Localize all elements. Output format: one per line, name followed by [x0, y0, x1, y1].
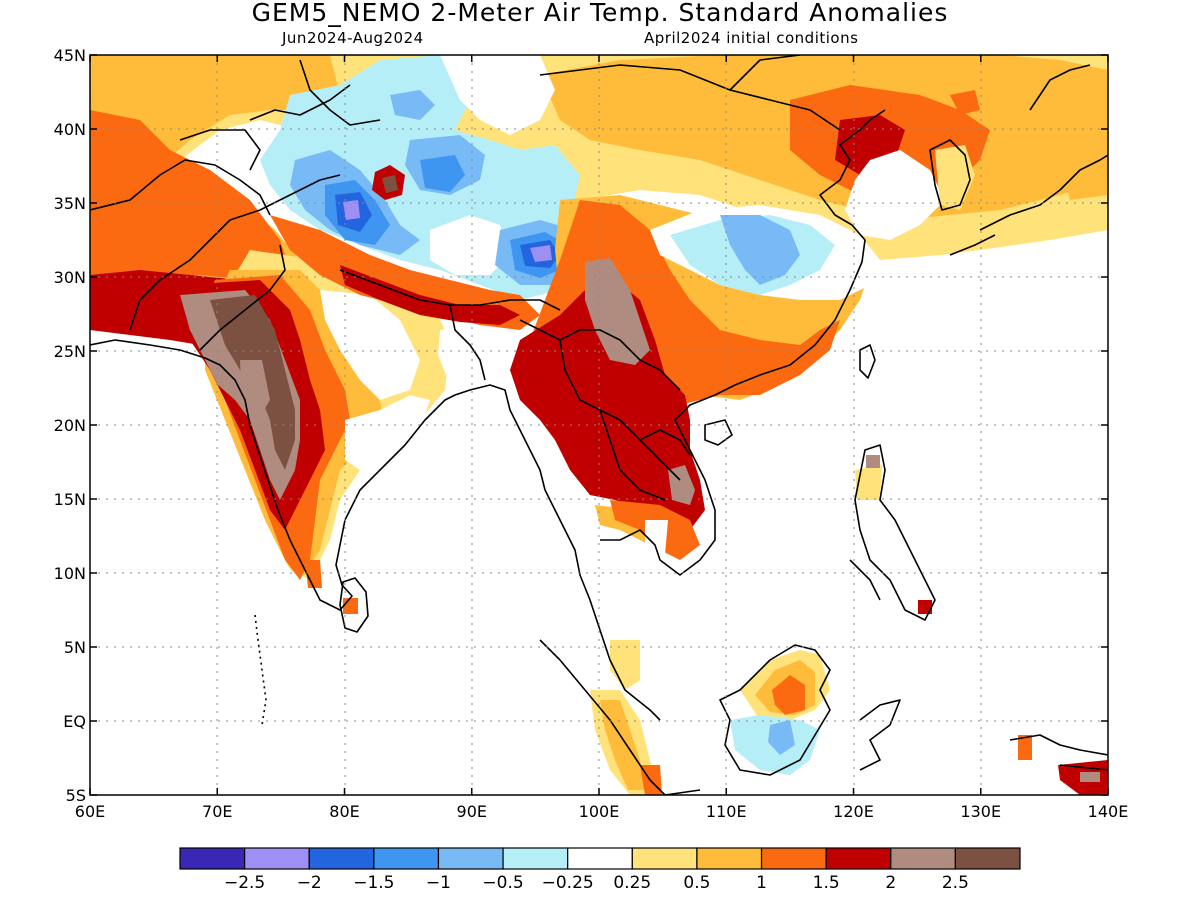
colorbar-label: 2.5 — [942, 873, 969, 893]
anomaly-1.5-korea — [950, 90, 980, 115]
y-tick-label: 20N — [54, 416, 86, 435]
y-tick-label: 10N — [54, 564, 86, 583]
anomaly-0.25-seasia-gap — [528, 440, 548, 470]
colorbar-label: −0.25 — [542, 873, 594, 893]
x-tick-label: 120E — [833, 802, 874, 821]
y-tick-label: 40N — [54, 120, 86, 139]
anomaly-2.5-schina — [585, 258, 650, 365]
anomaly-neg0.5-tibet-north — [390, 90, 435, 120]
y-tick-label: 35N — [54, 194, 86, 213]
anomaly-1.5-west — [90, 110, 290, 280]
x-tick-label: 90E — [457, 802, 487, 821]
x-tick-label: 130E — [960, 802, 1001, 821]
grid-lines — [90, 55, 1108, 795]
chart-title: GEM5_NEMO 2-Meter Air Temp. Standard Ano… — [251, 0, 949, 27]
y-tick-label: EQ — [63, 712, 86, 731]
colorbar-swatch — [244, 847, 310, 870]
colorbar-label: −0.5 — [482, 873, 523, 893]
forecast-period: Jun2024-Aug2024 — [282, 29, 424, 47]
colorbar-swatch — [179, 847, 246, 870]
colorbar-swatch — [696, 847, 763, 870]
anomaly-2-himalaya — [340, 265, 520, 325]
colorbar-swatch — [502, 847, 569, 870]
colorbar-label: −2 — [297, 873, 322, 893]
colorbar-swatch — [567, 847, 633, 870]
anomaly-1.5-himalaya — [270, 215, 540, 330]
anomaly-0.25-india-central — [320, 290, 420, 400]
anomaly-1.5-ng-a — [1018, 735, 1032, 760]
anomaly-2.5-india-b — [240, 360, 270, 420]
colorbar-swatch — [890, 847, 956, 870]
colorbar-swatch — [373, 847, 440, 870]
anomaly-0.25-bangladesh — [438, 325, 495, 390]
colorbar-label: 0.25 — [613, 873, 651, 893]
colorbar-swatch — [308, 847, 375, 870]
anomaly-1.5-india-south — [305, 560, 322, 588]
anomaly-1.5-borneo — [772, 675, 805, 715]
x-tick-label: 60E — [75, 802, 105, 821]
anomaly-0.25-tibet-center — [440, 55, 555, 135]
anomaly-0.5-luzon — [855, 465, 882, 500]
colorbar-label: −1.5 — [353, 873, 394, 893]
anomaly-0.5-malay — [610, 640, 640, 690]
anomaly-neg0.5-borneo — [768, 720, 795, 755]
y-tick-label: 15N — [54, 490, 86, 509]
colorbar-swatch — [631, 847, 698, 870]
colorbar-swatch — [437, 847, 504, 870]
coastlines — [90, 55, 1108, 795]
x-tick-label: 70E — [202, 802, 232, 821]
x-tick-label: 110E — [706, 802, 747, 821]
x-tick-label: 100E — [579, 802, 620, 821]
anomaly-gt2.5-tibet-spot — [382, 175, 398, 193]
x-tick-label: 140E — [1088, 802, 1129, 821]
colorbar-label: 1.5 — [813, 873, 840, 893]
anomaly-0.25-india-east — [345, 395, 430, 470]
initial-conditions: April2024 initial conditions — [644, 29, 859, 47]
y-tick-label: 45N — [54, 46, 86, 65]
y-tick-label: 5S — [66, 786, 86, 805]
colorbar-label: 0.5 — [683, 873, 710, 893]
anomaly-field — [90, 55, 1108, 795]
anomaly-neg0.5-schina — [720, 215, 800, 285]
colorbar: −2.5 −2 −1.5 −1 −0.5 −0.25 0.25 0.5 1 1.5 2 2.5 — [179, 847, 1021, 893]
y-axis: 45N 40N 35N 30N 25N 20N 15N 10N 5N EQ 5S — [54, 46, 1108, 805]
anomaly-0.25-tibet-south — [430, 215, 510, 275]
y-tick-label: 25N — [54, 342, 86, 361]
anomaly-2.5-ng — [1080, 772, 1100, 782]
anomaly-0.25-vietnam — [645, 520, 668, 555]
colorbar-swatch — [760, 847, 827, 870]
anomaly-neg2-tibet-w — [343, 200, 360, 220]
x-axis: 60E 70E 80E 90E 100E 110E 120E 130E 140E — [75, 55, 1129, 821]
colorbar-label: 2 — [885, 873, 896, 893]
x-tick-label: 80E — [329, 802, 359, 821]
anomaly-2.5-luzon — [866, 455, 880, 468]
colorbar-label: 1 — [756, 873, 767, 893]
anomaly-0.25-nechina — [845, 150, 945, 240]
anomaly-neg1-tibet-mid — [420, 155, 465, 192]
colorbar-swatch — [825, 847, 892, 870]
colorbar-label: −2.5 — [224, 873, 265, 893]
colorbar-swatch — [954, 847, 1021, 870]
anomaly-neg2-tibet-e — [530, 245, 552, 262]
colorbar-label: −1 — [426, 873, 451, 893]
y-tick-label: 5N — [64, 638, 86, 657]
anomaly-2-mindanao — [918, 600, 932, 614]
y-tick-label: 30N — [54, 268, 86, 287]
